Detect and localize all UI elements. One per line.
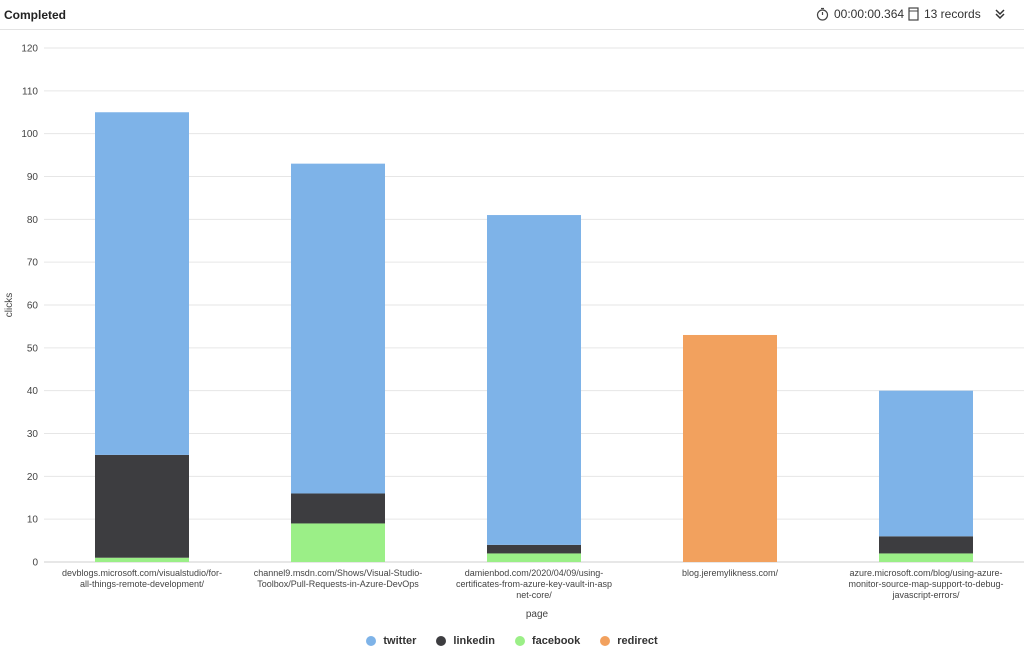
bar-redirect-4[interactable]	[683, 334, 777, 562]
legend-swatch	[436, 636, 447, 646]
bar-twitter-3[interactable]	[487, 215, 581, 545]
legend-item-redirect[interactable]: redirect	[600, 635, 658, 647]
bar-facebook-2[interactable]	[291, 523, 385, 562]
x-tick-label: javascript-errors/	[891, 590, 960, 600]
x-axis-ticks: devblogs.microsoft.com/visualstudio/for-…	[62, 568, 1004, 600]
x-tick-label: all-things-remote-development/	[80, 579, 205, 589]
x-tick-label: blog.jeremylikness.com/	[682, 568, 779, 578]
legend-item-twitter[interactable]: twitter	[366, 635, 416, 647]
y-tick-label: 80	[27, 215, 39, 226]
y-axis-ticks: 0 10 20 30 40 50 60 70 80 90 100 110 120	[21, 44, 38, 569]
legend-item-linkedin[interactable]: linkedin	[436, 635, 495, 647]
y-axis-label: clicks	[4, 293, 15, 317]
y-tick-label: 20	[27, 472, 39, 483]
x-tick-label: azure.microsoft.com/blog/using-azure-	[849, 568, 1002, 578]
y-tick-label: 90	[27, 172, 39, 183]
query-status: Completed	[4, 8, 67, 22]
y-tick-label: 70	[27, 258, 39, 269]
y-tick-label: 40	[27, 386, 39, 397]
query-duration: 00:00:00.364	[816, 7, 904, 21]
legend-label: twitter	[383, 635, 417, 647]
chart-legend: twitter linkedin facebook redirect	[0, 635, 1024, 647]
stopwatch-icon	[816, 7, 829, 21]
y-tick-label: 110	[22, 86, 38, 97]
y-tick-label: 30	[27, 429, 39, 440]
bars	[95, 112, 973, 562]
x-tick-label: Toolbox/Pull-Requests-in-Azure-DevOps	[257, 579, 419, 589]
legend-swatch	[600, 636, 611, 646]
x-tick-label: damienbod.com/2020/04/09/using-	[465, 568, 604, 578]
x-tick-label: channel9.msdn.com/Shows/Visual-Studio-	[254, 568, 422, 578]
y-tick-label: 50	[27, 343, 39, 354]
bar-twitter-1[interactable]	[95, 112, 189, 455]
bar-linkedin-1[interactable]	[95, 454, 189, 558]
legend-swatch	[366, 636, 377, 646]
x-tick-label: net-core/	[516, 590, 552, 600]
y-tick-label: 0	[32, 558, 38, 569]
x-axis-label: page	[526, 609, 549, 620]
bar-facebook-3[interactable]	[487, 553, 581, 562]
bar-linkedin-5[interactable]	[879, 536, 973, 554]
x-tick-label: devblogs.microsoft.com/visualstudio/for-	[62, 568, 222, 578]
duration-value: 00:00:00.364	[834, 7, 905, 21]
bar-linkedin-3[interactable]	[487, 544, 581, 554]
bar-twitter-5[interactable]	[879, 390, 973, 537]
legend-label: facebook	[531, 635, 581, 647]
bar-facebook-1[interactable]	[95, 557, 189, 562]
x-tick-label: certificates-from-azure-key-vault-in-asp	[456, 579, 612, 589]
bar-facebook-5[interactable]	[879, 553, 973, 562]
record-count-value: 13 records	[924, 7, 981, 21]
y-tick-label: 120	[21, 44, 38, 55]
bar-linkedin-2[interactable]	[291, 493, 385, 524]
results-toolbar: Completed 00:00:00.364 13 records	[0, 0, 1024, 30]
y-tick-label: 10	[27, 515, 39, 526]
record-count: 13 records	[908, 7, 981, 21]
x-tick-label: monitor-source-map-support-to-debug-	[848, 579, 1003, 589]
legend-label: redirect	[617, 635, 658, 647]
document-icon	[908, 7, 919, 21]
legend-swatch	[514, 636, 525, 646]
chevron-double-down-icon[interactable]	[992, 6, 1008, 22]
y-tick-label: 60	[27, 301, 39, 312]
legend-label: linkedin	[453, 635, 495, 647]
legend-item-facebook[interactable]: facebook	[514, 635, 581, 647]
bar-twitter-2[interactable]	[291, 163, 385, 494]
y-tick-label: 100	[21, 129, 38, 140]
